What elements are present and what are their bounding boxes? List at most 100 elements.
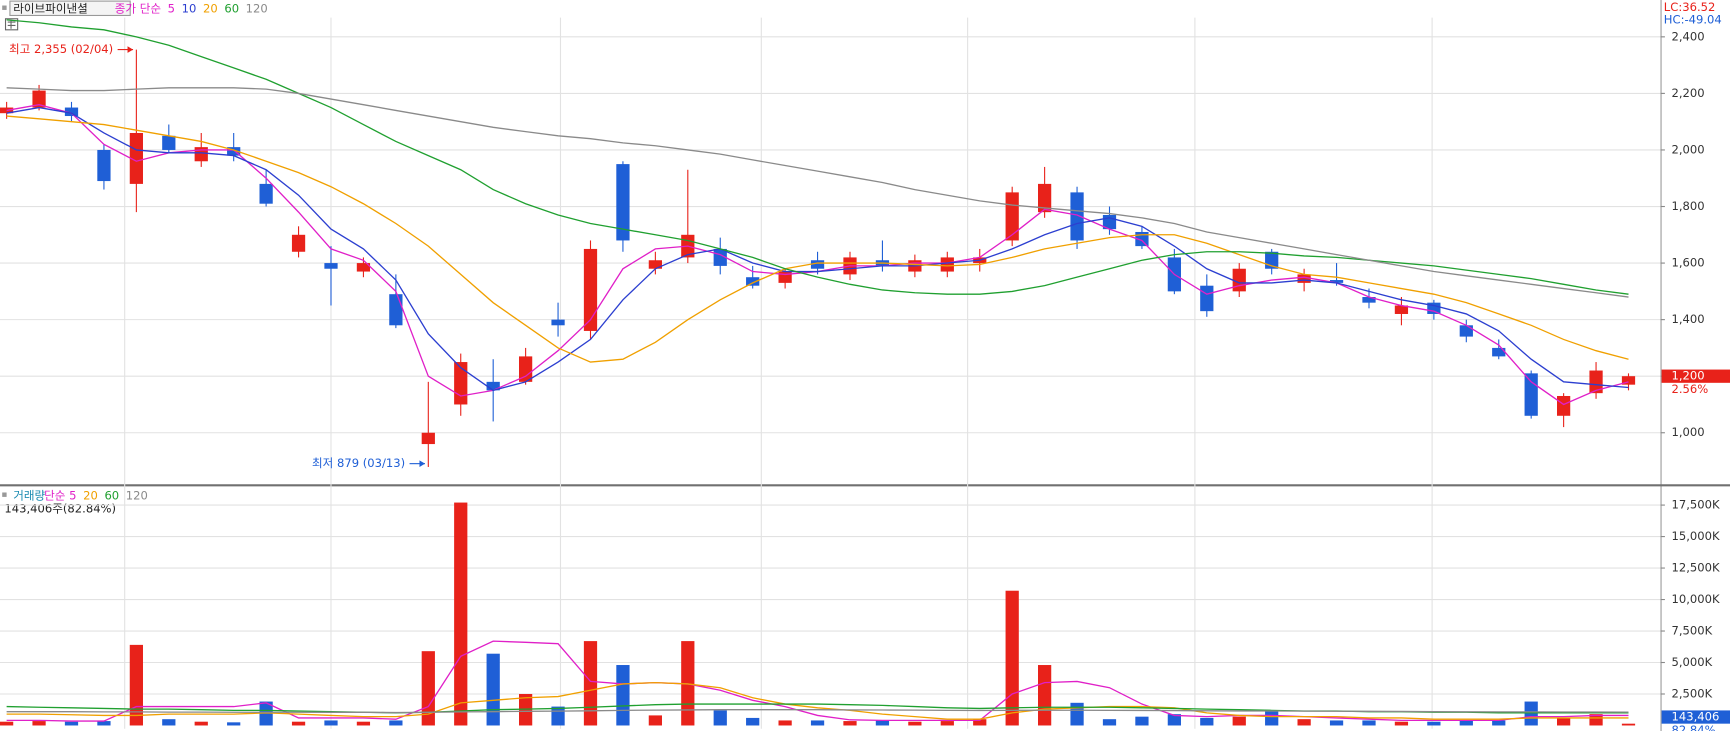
volume-bar [778, 720, 792, 726]
legend-entry: 20 [83, 488, 98, 502]
volume-bar [1394, 721, 1409, 726]
volume-bar [1200, 717, 1214, 726]
candle-body [64, 107, 79, 117]
last-price-box [1661, 369, 1730, 383]
legend-entry: 5 [168, 1, 175, 15]
volume-bar [356, 721, 371, 726]
volume-bar [291, 721, 306, 726]
volume-bar [486, 653, 500, 726]
volume-info: 143,406주(82.84%) [4, 502, 116, 516]
volume-bar [64, 721, 79, 726]
volume-bar [421, 651, 435, 726]
moving-average-line [6, 640, 1629, 722]
volume-bar [616, 665, 630, 726]
moving-average-line [6, 106, 1629, 392]
annotation: 최고 2,355 (02/04) [9, 42, 113, 56]
indicator-lc: LC:36.52 [1664, 0, 1716, 14]
legend-entry: 10 [182, 1, 197, 15]
volume-bar [97, 721, 111, 726]
y-tick-label: 2,500K [1672, 686, 1713, 700]
volume-bar [908, 721, 922, 726]
moving-average-line [6, 115, 1629, 363]
moving-average-line [6, 709, 1629, 714]
y-tick-label: 1,600 [1672, 256, 1705, 270]
candle-body [1589, 370, 1603, 394]
legend-entry: 120 [126, 488, 148, 502]
y-tick-label: 1,800 [1672, 199, 1705, 213]
volume-bar [843, 721, 857, 726]
volume-bar [1329, 720, 1344, 726]
candle-body [583, 248, 598, 331]
legend-marker [2, 5, 7, 10]
legend-entry: 20 [203, 1, 218, 15]
volume-bar [713, 710, 727, 726]
candle-body [129, 132, 143, 184]
change-label: 2.56% [1672, 382, 1709, 396]
volume-bar [746, 717, 760, 726]
volume-bar [1232, 716, 1246, 726]
volume-bar [875, 720, 890, 726]
volume-bar [1070, 702, 1084, 726]
candle-body [551, 319, 565, 326]
y-tick-label: 17,500K [1672, 498, 1720, 512]
moving-average-line [6, 19, 1629, 295]
volume-bar [1265, 710, 1279, 726]
y-tick-label: 2,000 [1672, 142, 1705, 156]
candle-body [648, 260, 662, 269]
indicator-hc: HC:-49.04 [1664, 12, 1722, 26]
volume-bar [1038, 665, 1052, 726]
legend-title: 종가 단순 [115, 1, 162, 15]
volume-bar [1135, 716, 1149, 726]
legend-title: 거래량 [13, 488, 45, 502]
candle-body [1492, 347, 1506, 357]
candle-body [1621, 376, 1636, 385]
candle-body [389, 294, 403, 326]
candle-body [810, 260, 825, 269]
volume-bar [648, 715, 662, 726]
volume-bar [0, 721, 14, 726]
volume-bar [1459, 720, 1473, 726]
candle-body [940, 257, 954, 272]
y-tick-label: 5,000K [1672, 655, 1713, 669]
annotation-arrowhead [127, 46, 134, 53]
annotation: 최저 879 (03/13) [312, 456, 405, 470]
last-volume-box [1661, 710, 1730, 724]
candle-body [1297, 274, 1311, 283]
volume-bar [389, 720, 403, 726]
volume-bar [1167, 714, 1181, 726]
title-box[interactable] [9, 0, 131, 17]
volume-bar [324, 720, 338, 726]
candle-body [1038, 183, 1052, 213]
volume-bar [129, 644, 143, 726]
candle-body [97, 149, 111, 182]
candle-body [486, 381, 500, 391]
volume-bar [1102, 719, 1117, 726]
volume-bar [32, 721, 46, 726]
legend-entry: 60 [104, 488, 119, 502]
volume-bar [194, 721, 208, 726]
candle-body [32, 90, 46, 108]
candle-body [1394, 305, 1409, 314]
candle-body [1070, 192, 1084, 241]
volume-bar [973, 719, 987, 726]
moving-average-line [6, 87, 1629, 298]
y-tick-label: 7,500K [1672, 624, 1713, 638]
y-tick-label: 15,000K [1672, 529, 1720, 543]
volume-bar [551, 706, 565, 726]
candle-body [324, 263, 338, 269]
volume-bar [810, 720, 825, 726]
moving-average-line [6, 681, 1629, 720]
candle-body [1200, 285, 1214, 312]
candle-body [421, 432, 435, 445]
candle-body [227, 147, 241, 156]
candle-body [778, 271, 792, 283]
candle-body [162, 135, 176, 150]
candle-body [259, 183, 273, 204]
y-tick-label: 1,400 [1672, 312, 1705, 326]
candle-body [356, 263, 371, 272]
volume-bar [1557, 717, 1571, 726]
y-tick-label: 2,400 [1672, 29, 1705, 43]
volume-bar [1005, 590, 1019, 726]
volume-bar [1589, 714, 1603, 726]
